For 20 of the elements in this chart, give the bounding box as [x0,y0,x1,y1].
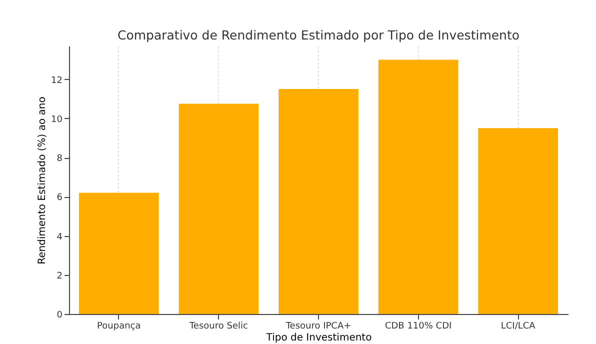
y-tick-label: 6 [56,193,63,204]
bar [378,60,458,314]
y-tick-label: 0 [56,310,63,320]
chart-title: Comparativo de Rendimento Estimado por Tipo de Investimento [117,28,520,42]
y-tick-label: 10 [51,114,63,125]
y-tick-label: 12 [51,76,62,86]
x-tick-label: CDB 110% CDI [384,322,452,332]
x-axis-title: Tipo de Investimento [265,332,372,344]
x-tick-label: Poupança [97,322,141,332]
x-tick-label: Tesouro IPCA+ [284,322,352,332]
y-tick-label: 8 [56,154,63,164]
y-tick-label: 2 [56,271,62,282]
y-tick-label: 4 [56,232,63,242]
x-tick-label: LCI/LCA [500,322,536,332]
x-tick-label: Tesouro Selic [188,322,248,332]
bar [478,128,558,314]
bar [178,104,259,314]
y-axis-title: Rendimento Estimado (%) ao ano [37,96,48,264]
bar [278,89,358,314]
bar [78,192,159,314]
